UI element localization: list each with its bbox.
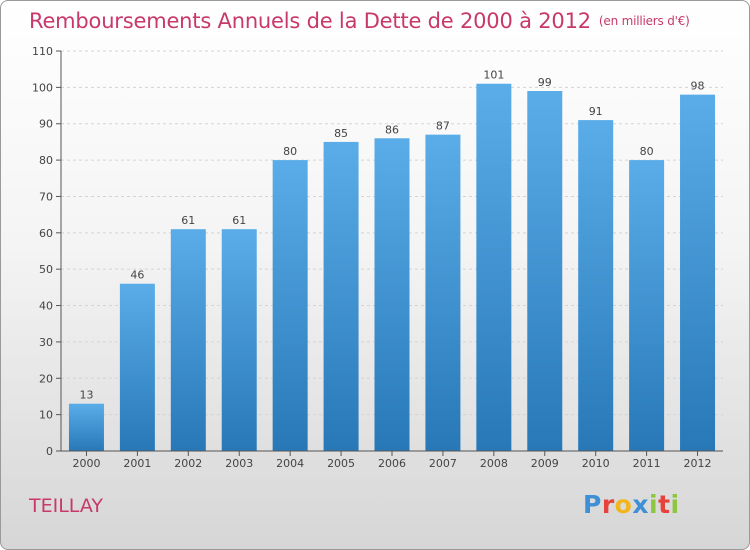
data-label: 61 [232, 214, 246, 227]
logo-letter: i [670, 490, 680, 519]
chart-subtitle: (en milliers d'€) [598, 14, 690, 28]
bar [323, 141, 359, 451]
bar [629, 160, 665, 451]
logo-letter: P [583, 490, 602, 519]
x-tick-label: 2009 [531, 457, 559, 470]
data-label: 99 [538, 76, 552, 89]
data-label: 85 [334, 127, 348, 140]
y-tick-label: 80 [39, 154, 53, 167]
x-tick-label: 2008 [480, 457, 508, 470]
y-tick-label: 70 [39, 190, 53, 203]
data-label: 98 [691, 80, 705, 93]
y-tick-label: 110 [32, 45, 53, 58]
bar [680, 94, 716, 452]
y-tick-label: 10 [39, 409, 53, 422]
x-tick-label: 2005 [327, 457, 355, 470]
bar [221, 229, 257, 451]
chart-title-text: Remboursements Annuels de la Dette de 20… [29, 9, 591, 33]
y-tick-label: 90 [39, 118, 53, 131]
y-tick-label: 20 [39, 372, 53, 385]
logo-letter: x [632, 490, 649, 519]
data-label: 91 [589, 105, 603, 118]
bar [170, 229, 206, 451]
x-tick-label: 2004 [276, 457, 304, 470]
commune-name: TEILLAY [29, 495, 103, 517]
data-label: 101 [483, 69, 504, 82]
proxiti-logo: Proxiti [583, 490, 680, 519]
y-tick-label: 40 [39, 300, 53, 313]
bars: 13 46 61 61 80 85 86 87 101 99 91 80 98 [68, 69, 716, 452]
x-tick-label: 2003 [225, 457, 253, 470]
data-label: 86 [385, 123, 399, 136]
y-axis-tick-labels: 0 10 20 30 40 50 60 70 80 90 100 110 [32, 45, 53, 458]
x-tick-label: 2006 [378, 457, 406, 470]
bar [578, 120, 614, 451]
bar [476, 83, 512, 452]
logo-letter: i [649, 490, 659, 519]
y-tick-label: 100 [32, 81, 53, 94]
x-axis-tick-labels: 2000 2001 2002 2003 2004 2005 2006 2007 2008 2009… [72, 451, 712, 470]
x-tick-label: 2002 [174, 457, 202, 470]
x-tick-label: 2001 [123, 457, 151, 470]
bar [527, 91, 563, 451]
x-tick-label: 2007 [429, 457, 457, 470]
data-label: 61 [181, 214, 195, 227]
data-label: 13 [79, 389, 93, 402]
logo-letter: o [614, 490, 633, 519]
x-tick-label: 2010 [582, 457, 610, 470]
logo-letter: r [601, 490, 615, 519]
x-tick-label: 2011 [633, 457, 661, 470]
bar [272, 160, 308, 451]
bar [374, 138, 410, 452]
data-label: 46 [130, 269, 144, 282]
bar [68, 403, 104, 451]
y-tick-label: 60 [39, 227, 53, 240]
y-tick-label: 0 [46, 445, 53, 458]
y-tick-label: 30 [39, 336, 53, 349]
x-tick-label: 2012 [684, 457, 712, 470]
data-label: 80 [640, 145, 654, 158]
data-label: 80 [283, 145, 297, 158]
y-tick-label: 50 [39, 263, 53, 276]
logo-letter: t [658, 490, 671, 519]
data-label: 87 [436, 120, 450, 133]
x-tick-label: 2000 [72, 457, 100, 470]
bar [119, 283, 155, 451]
chart-title: Remboursements Annuels de la Dette de 20… [29, 9, 690, 33]
bar [425, 134, 461, 452]
